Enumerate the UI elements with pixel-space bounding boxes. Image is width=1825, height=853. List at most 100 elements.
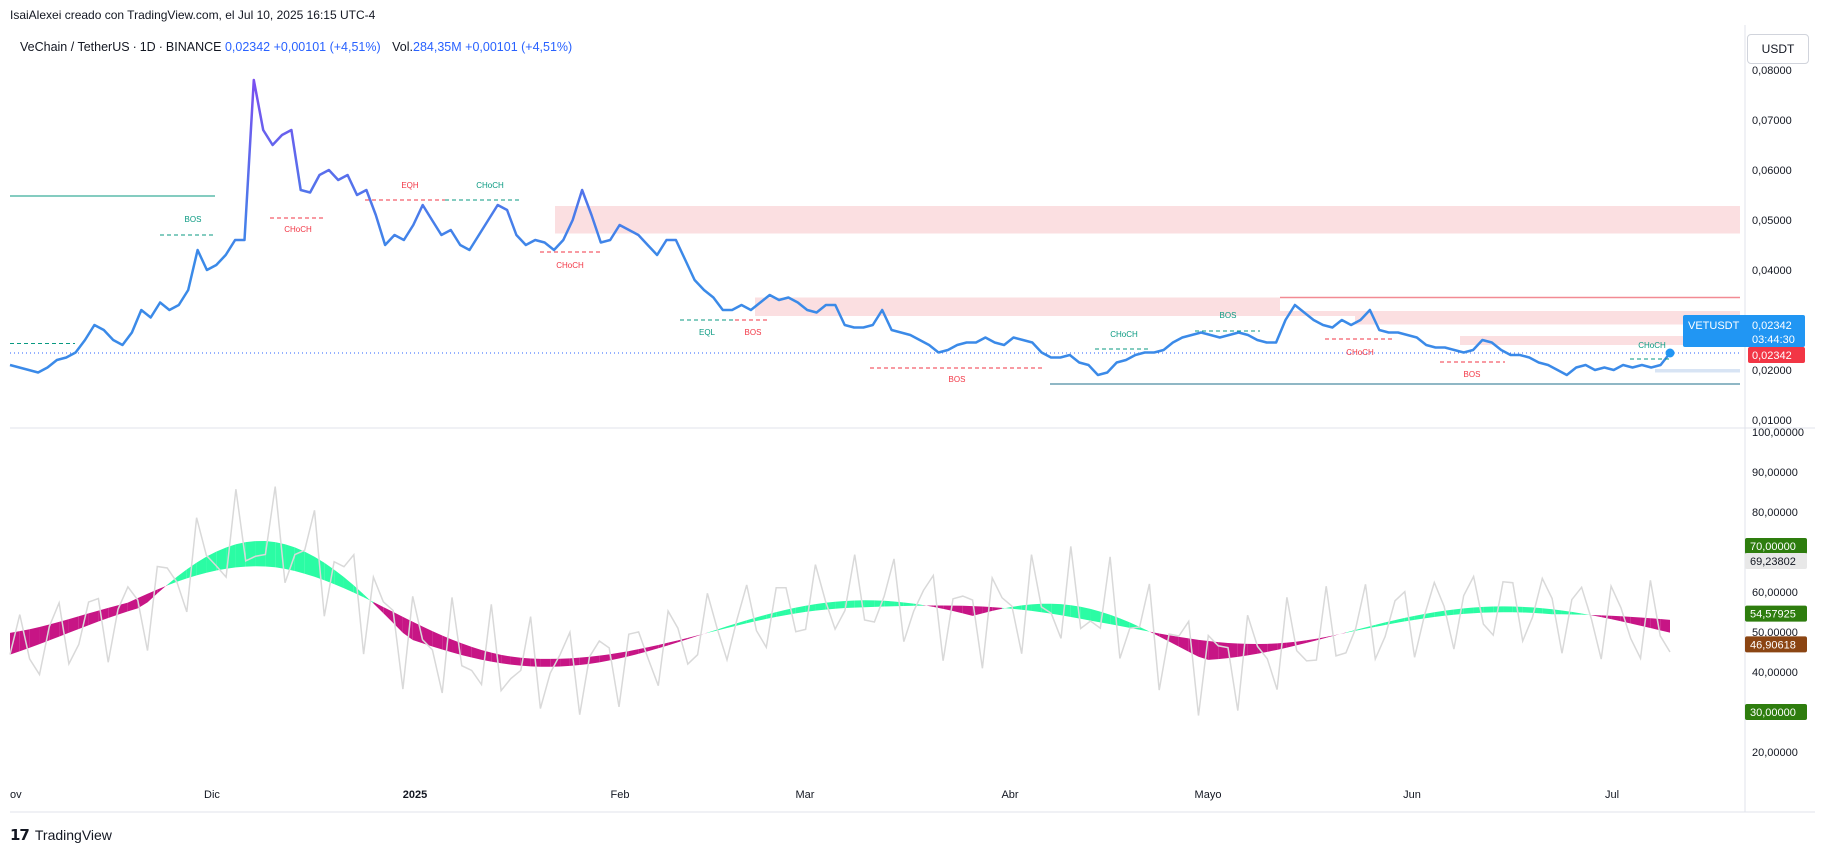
- bearish-fill: [432, 631, 443, 650]
- bearish-fill: [127, 598, 138, 612]
- interval[interactable]: 1D: [139, 40, 156, 54]
- bearish-fill: [628, 649, 639, 657]
- osc-tick-label: 90,00000: [1752, 467, 1798, 479]
- volume-change-pct: (+4,51%): [521, 40, 573, 54]
- bearish-fill: [393, 611, 403, 633]
- bearish-fill: [471, 646, 482, 660]
- bullish-fill: [353, 585, 364, 598]
- bearish-fill: [982, 606, 993, 614]
- bullish-fill: [176, 569, 187, 582]
- osc-tick-label: 50,00000: [1752, 627, 1798, 639]
- annotation-label: EQL: [699, 328, 716, 337]
- bullish-fill: [1355, 627, 1366, 631]
- price-tick-label: 0,05000: [1752, 215, 1792, 227]
- time-tick-label: Mar: [796, 789, 815, 801]
- symbol-legend: VeChain / TetherUS · 1D · BINANCE 0,02342 +0…: [20, 40, 573, 54]
- bearish-fill: [618, 651, 629, 659]
- bullish-fill: [196, 556, 207, 576]
- bullish-fill: [805, 604, 816, 612]
- bullish-fill: [343, 577, 354, 593]
- bearish-fill: [481, 649, 492, 662]
- last-price: 0,02342: [224, 40, 271, 54]
- bearish-fill: [108, 605, 119, 618]
- demand-zone: [1655, 369, 1740, 373]
- annotation-label: BOS: [1220, 311, 1237, 320]
- supply-zone: [1355, 316, 1740, 325]
- bullish-fill: [1051, 603, 1062, 616]
- bearish-fill: [687, 635, 698, 640]
- bullish-fill: [216, 547, 227, 571]
- bearish-fill: [1169, 635, 1179, 647]
- price-tick-label: 0,07000: [1752, 115, 1792, 127]
- bullish-fill: [727, 623, 737, 628]
- bearish-fill: [68, 616, 79, 633]
- exchange: BINANCE: [165, 40, 222, 54]
- price-tick-label: 0,04000: [1752, 265, 1792, 277]
- bullish-fill: [1434, 610, 1445, 617]
- bearish-fill: [648, 644, 659, 652]
- bullish-fill: [736, 620, 747, 626]
- bullish-fill: [864, 600, 875, 608]
- bullish-fill: [1345, 629, 1356, 633]
- bullish-fill: [1483, 606, 1494, 613]
- bearish-fill: [933, 605, 944, 609]
- bearish-fill: [599, 654, 610, 663]
- bearish-fill: [461, 643, 472, 658]
- bullish-fill: [1139, 626, 1150, 632]
- volume-change: +0,00101: [465, 40, 518, 54]
- supply-zone: [755, 297, 1280, 316]
- time-tick-label: ov: [10, 789, 22, 801]
- bearish-fill: [1286, 641, 1297, 648]
- last-price-tag-bg: [1683, 315, 1805, 347]
- bearish-fill: [560, 658, 570, 667]
- bearish-fill: [137, 593, 148, 609]
- bearish-fill: [962, 605, 973, 616]
- bullish-fill: [815, 602, 826, 611]
- bearish-fill: [569, 657, 580, 666]
- price-tick-label: 0,06000: [1752, 165, 1792, 177]
- bullish-fill: [707, 629, 718, 633]
- osc-badge: 70,00000: [1750, 541, 1796, 553]
- bearish-fill: [1660, 619, 1670, 633]
- bearish-fill: [88, 610, 99, 626]
- bearish-fill: [1326, 634, 1337, 638]
- bearish-fill: [147, 589, 158, 603]
- bullish-fill: [1110, 614, 1120, 627]
- bearish-fill: [49, 621, 60, 641]
- bearish-fill: [29, 626, 40, 648]
- osc-badge: 46,90618: [1750, 639, 1796, 651]
- bearish-fill: [638, 647, 649, 654]
- annotation-label: CHoCH: [476, 181, 504, 190]
- bearish-fill: [491, 652, 502, 664]
- bearish-fill: [510, 656, 521, 666]
- bullish-fill: [1011, 605, 1022, 610]
- currency-button[interactable]: USDT: [1747, 34, 1809, 64]
- bullish-fill: [285, 544, 295, 572]
- annotation-label: EQH: [401, 181, 419, 190]
- price-tick-label: 0,01000: [1752, 415, 1792, 427]
- symbol-name[interactable]: VeChain / TetherUS: [20, 40, 130, 54]
- time-tick-label: Dic: [204, 789, 220, 801]
- bullish-fill: [1414, 613, 1425, 620]
- bullish-fill: [255, 541, 266, 567]
- bearish-fill: [1208, 641, 1219, 660]
- osc-badge-bg: [1745, 636, 1807, 653]
- bearish-fill: [1336, 632, 1346, 636]
- bearish-fill: [697, 632, 708, 636]
- bullish-fill: [1463, 607, 1474, 614]
- annotation-label: BOS: [745, 328, 762, 337]
- bearish-fill: [1227, 642, 1238, 659]
- attribution-text: IsaiAlexei creado con TradingView.com, e…: [10, 8, 376, 22]
- bullish-fill: [1404, 615, 1415, 622]
- bearish-fill: [992, 607, 1003, 611]
- ticker-tag: VETUSDT: [1688, 320, 1740, 332]
- tradingview-footer[interactable]: 𝟭𝟳 TradingView: [10, 826, 112, 844]
- bearish-fill: [1257, 643, 1268, 654]
- rsi-line: [9, 486, 1671, 716]
- bullish-fill: [835, 600, 845, 609]
- bullish-fill: [1473, 606, 1484, 614]
- osc-badge-bg: [1745, 704, 1807, 720]
- bullish-fill: [1503, 606, 1513, 613]
- bearish-fill: [1159, 633, 1170, 642]
